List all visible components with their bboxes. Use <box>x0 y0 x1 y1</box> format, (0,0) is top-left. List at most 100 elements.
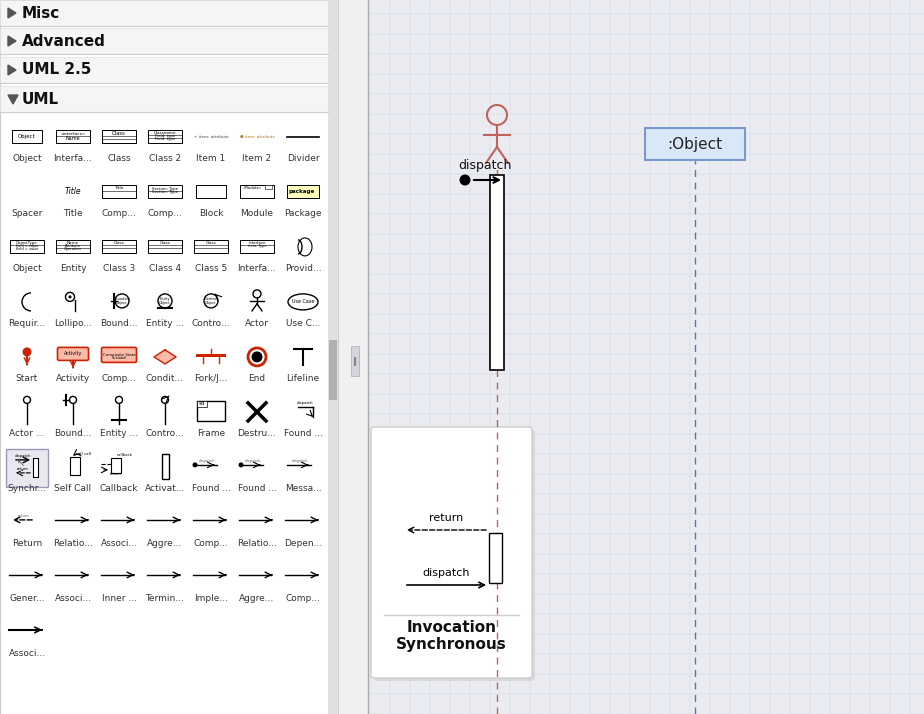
Text: Interfa...: Interfa... <box>237 264 276 273</box>
Text: dispatch: dispatch <box>292 459 309 463</box>
Text: Gener...: Gener... <box>9 594 44 603</box>
Text: Item 2: Item 2 <box>242 154 272 164</box>
Text: Actor: Actor <box>245 319 269 328</box>
Bar <box>148 241 182 253</box>
Bar <box>194 241 228 253</box>
Text: Class: Class <box>206 241 216 246</box>
Text: Frame: Frame <box>197 429 225 438</box>
Polygon shape <box>8 8 16 18</box>
Text: Class: Class <box>114 241 125 246</box>
Text: Lifeline: Lifeline <box>286 374 320 383</box>
Text: Imple...: Imple... <box>194 594 228 603</box>
Text: return: return <box>430 513 464 523</box>
Text: Entity ...: Entity ... <box>100 429 138 438</box>
Text: ↖: ↖ <box>17 458 25 468</box>
Bar <box>196 354 226 357</box>
Text: Class 2: Class 2 <box>149 154 181 164</box>
Text: Interface: Interface <box>249 241 266 246</box>
Text: dispatch: dispatch <box>245 459 261 463</box>
Text: Use C...: Use C... <box>286 319 321 328</box>
FancyBboxPatch shape <box>374 430 535 681</box>
Circle shape <box>69 396 77 403</box>
Text: Contro...: Contro... <box>191 319 230 328</box>
Bar <box>351 346 359 376</box>
Bar <box>196 186 226 198</box>
Circle shape <box>22 348 31 356</box>
Text: dispatch: dispatch <box>199 459 215 463</box>
Text: Self Call: Self Call <box>55 484 91 493</box>
Text: dispatch: dispatch <box>15 454 31 458</box>
Text: Relatio...: Relatio... <box>53 539 93 548</box>
Text: dispatch: dispatch <box>457 159 511 172</box>
Text: Termin...: Termin... <box>146 594 185 603</box>
Polygon shape <box>8 65 16 75</box>
Text: ObjectType: ObjectType <box>17 241 38 246</box>
Text: Comp...: Comp... <box>102 209 137 218</box>
Text: Return: Return <box>12 539 43 548</box>
Text: item: Type: item: Type <box>248 244 266 248</box>
Text: Comp...: Comp... <box>148 209 182 218</box>
Text: «Module»: «Module» <box>242 186 261 190</box>
Bar <box>287 186 319 198</box>
Text: Control
Object: Control Object <box>204 296 217 305</box>
Bar <box>197 401 225 421</box>
Bar <box>111 458 121 473</box>
Circle shape <box>115 294 129 308</box>
Bar <box>490 175 504 370</box>
Circle shape <box>459 174 470 186</box>
Bar <box>102 241 136 253</box>
Circle shape <box>248 348 266 366</box>
Text: Lollipo...: Lollipo... <box>54 319 92 328</box>
Bar <box>6 449 48 487</box>
Text: Comp...: Comp... <box>286 594 321 603</box>
Polygon shape <box>154 350 176 364</box>
Text: return: return <box>18 514 30 518</box>
Text: Callback: Callback <box>100 484 139 493</box>
Text: Spacer: Spacer <box>11 209 43 218</box>
Text: dispatch: dispatch <box>423 568 470 578</box>
Text: Invocation: Invocation <box>407 620 496 635</box>
Circle shape <box>158 294 172 308</box>
Text: End: End <box>249 374 265 383</box>
Bar <box>56 241 90 253</box>
Bar <box>12 131 42 144</box>
Text: Comp...: Comp... <box>193 539 228 548</box>
Text: Attribute: Attribute <box>65 244 81 248</box>
Circle shape <box>116 396 123 403</box>
Text: ● item: attribute: ● item: attribute <box>239 135 274 139</box>
Bar <box>265 185 272 189</box>
Bar <box>328 0 338 714</box>
Bar <box>102 186 136 198</box>
Text: Class: Class <box>160 241 170 246</box>
Text: Class 4: Class 4 <box>149 264 181 273</box>
Text: Advanced: Advanced <box>22 34 106 49</box>
Text: Block: Block <box>199 209 224 218</box>
Text: Class 5: Class 5 <box>195 264 227 273</box>
Bar <box>0 0 328 26</box>
Text: Misc: Misc <box>22 6 60 21</box>
Circle shape <box>192 463 198 468</box>
Text: Provid...: Provid... <box>285 264 322 273</box>
Text: Depen...: Depen... <box>284 539 322 548</box>
Bar <box>645 128 745 160</box>
Text: Title: Title <box>63 209 83 218</box>
Text: Name: Name <box>66 136 80 141</box>
Bar <box>0 86 328 112</box>
Polygon shape <box>8 36 16 46</box>
Text: Interfa...: Interfa... <box>54 154 92 164</box>
Text: Found ...: Found ... <box>284 429 322 438</box>
Bar <box>102 131 136 144</box>
Circle shape <box>66 293 75 301</box>
Text: Operation: Operation <box>64 247 82 251</box>
Bar <box>197 401 207 407</box>
Text: Destru...: Destru... <box>237 429 276 438</box>
Text: UML: UML <box>22 91 59 106</box>
Text: Associ...: Associ... <box>101 539 138 548</box>
Text: Bound...: Bound... <box>100 319 138 328</box>
Bar <box>162 454 169 479</box>
Bar <box>10 241 44 253</box>
Text: Messa...: Messa... <box>285 484 322 493</box>
Text: return: return <box>17 467 29 471</box>
Text: + item: attribute: + item: attribute <box>194 135 228 139</box>
Text: Comp...: Comp... <box>102 374 137 383</box>
